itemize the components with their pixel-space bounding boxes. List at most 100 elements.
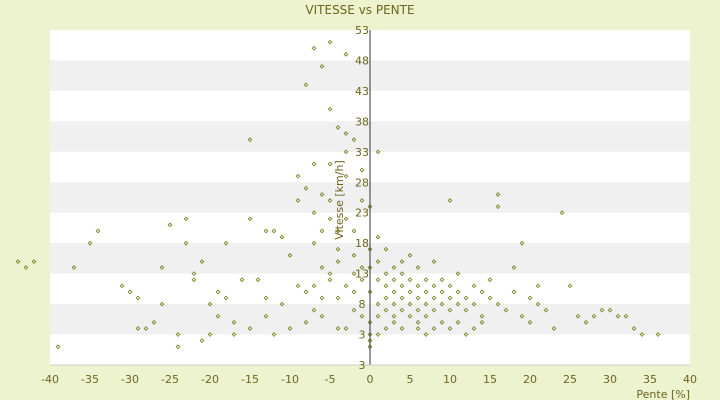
data-point [399, 259, 405, 264]
data-point [327, 216, 333, 222]
data-point [407, 289, 413, 295]
data-point [503, 307, 509, 313]
data-point [343, 51, 349, 57]
data-point [327, 198, 333, 203]
y-axis-label: Vitesse [km/h] [333, 160, 346, 240]
data-point [399, 326, 405, 331]
data-point [495, 204, 501, 210]
data-point [135, 295, 141, 301]
x-tick-label: 25 [563, 373, 577, 386]
data-point [359, 265, 365, 270]
data-point [327, 106, 333, 112]
data-point [527, 319, 533, 325]
axes [50, 30, 690, 366]
data-point [95, 228, 101, 234]
data-point [423, 289, 429, 295]
data-point [463, 307, 469, 313]
data-point [343, 131, 349, 136]
data-point [383, 295, 389, 301]
data-point [223, 295, 229, 301]
data-point [391, 277, 397, 283]
data-point [303, 185, 309, 191]
x-tick-label: -40 [41, 373, 59, 386]
data-point [183, 216, 189, 222]
data-point [327, 39, 333, 45]
x-tick-label: 15 [483, 373, 497, 386]
data-point [207, 301, 213, 307]
data-point [231, 332, 237, 337]
data-point [431, 295, 437, 301]
data-point [407, 301, 413, 307]
data-point [279, 301, 285, 307]
data-point [127, 289, 133, 295]
data-point [335, 259, 341, 264]
data-point [511, 265, 517, 270]
data-point [335, 246, 341, 252]
data-point [519, 313, 525, 319]
data-point [191, 271, 197, 277]
data-point [311, 210, 317, 216]
data-point [575, 313, 581, 319]
data-point [623, 313, 629, 319]
data-point [159, 301, 165, 307]
x-tick-label: -20 [201, 373, 219, 386]
data-point [567, 283, 573, 289]
data-point [391, 265, 397, 270]
data-point [271, 228, 277, 234]
data-point [175, 332, 181, 337]
data-point [319, 265, 325, 270]
data-point [375, 301, 381, 307]
data-point [519, 240, 525, 246]
data-point [431, 326, 437, 331]
y-tick-label: 3 [359, 329, 366, 342]
data-point [615, 313, 621, 319]
data-point [383, 326, 389, 331]
data-point [431, 283, 437, 289]
data-point [495, 192, 501, 197]
data-point [423, 332, 429, 337]
data-point [375, 234, 381, 240]
data-point [15, 259, 21, 264]
data-point [439, 301, 445, 307]
data-point [655, 332, 661, 337]
data-point [311, 240, 317, 246]
x-tick-label: -30 [121, 373, 139, 386]
data-point [351, 271, 357, 277]
data-point [335, 228, 341, 234]
data-point [487, 277, 493, 283]
data-point [311, 45, 317, 51]
data-point [511, 289, 517, 295]
data-point [431, 307, 437, 313]
data-point [391, 313, 397, 319]
data-point [327, 277, 333, 283]
data-point [295, 283, 301, 289]
x-axis-label: Pente [%] [636, 388, 690, 400]
data-point [487, 295, 493, 301]
scatter-points [15, 39, 661, 350]
data-point [87, 240, 93, 246]
data-point [151, 319, 157, 325]
data-point [319, 295, 325, 301]
data-point [423, 277, 429, 283]
y-tick-label: 48 [355, 54, 369, 67]
data-point [295, 198, 301, 203]
data-point [303, 82, 309, 88]
data-point [335, 326, 341, 331]
data-point [447, 198, 453, 203]
data-point [455, 301, 461, 307]
data-point [23, 265, 29, 270]
data-point [431, 259, 437, 264]
data-point [415, 326, 421, 331]
data-point [359, 277, 365, 283]
data-point [399, 295, 405, 301]
data-point [383, 307, 389, 313]
data-point [183, 240, 189, 246]
data-point [447, 283, 453, 289]
data-point [279, 234, 285, 240]
data-point [415, 295, 421, 301]
data-point [391, 289, 397, 295]
y-tick-label: 18 [355, 237, 369, 250]
data-point [471, 326, 477, 331]
data-point [495, 301, 501, 307]
data-point [263, 228, 269, 234]
